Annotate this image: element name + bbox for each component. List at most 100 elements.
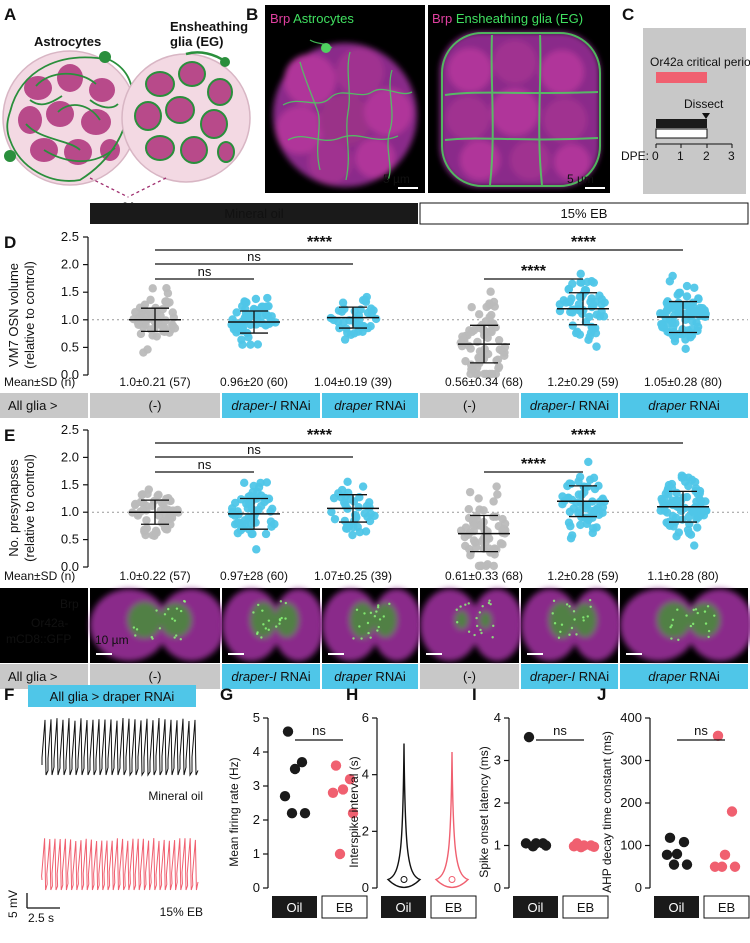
e-gfp-punctum — [557, 636, 561, 639]
panel-f: F All glia > draper RNAi Mineral oil 15%… — [4, 685, 203, 925]
d-data-point — [494, 335, 504, 345]
dpe-tick-1: 1 — [677, 149, 684, 163]
j-x-label-oil: Oil — [669, 900, 685, 915]
e-micrograph-tissue — [90, 589, 226, 661]
e-gfp-punctum — [559, 630, 562, 634]
d-data-point — [485, 369, 494, 379]
chart-g: 0 1 2 3 4 5 Oil EB ns — [253, 710, 368, 919]
e-gfp-punctum — [252, 611, 255, 614]
d-genotype-row: All glia > (-) draper-I RNAi draper RNAi (-)… — [0, 393, 748, 418]
d-data-point — [665, 277, 675, 286]
e-gfp-punctum — [586, 615, 589, 618]
e-data-point — [489, 561, 499, 571]
chart-i: 0 1 2 3 4 Oil EB ns — [494, 710, 609, 919]
e-gfp-punctum — [274, 625, 278, 628]
e-significance-label: **** — [307, 427, 333, 444]
d-ytick-label: 0.5 — [61, 339, 79, 354]
e-micrograph-4 — [420, 588, 523, 663]
dpe-tick-2: 2 — [703, 149, 710, 163]
d-stat-label: 1.04±0.19 (39) — [314, 375, 392, 389]
d-data-point — [467, 364, 476, 374]
e-stats-row: 1.0±0.22 (57) 0.97±28 (60) 1.07±0.25 (39) 0… — [119, 569, 718, 583]
d-data-point — [158, 305, 167, 314]
d-data-point — [474, 310, 484, 319]
panel-a: A Astrocytes Ensheathing glia (EG) — [2, 5, 251, 215]
e-gfp-punctum — [689, 624, 693, 628]
e-data-point — [493, 490, 502, 499]
e-genotype-cell — [222, 664, 320, 689]
e-micrograph-tissue — [322, 589, 422, 661]
e-data-point — [343, 477, 352, 487]
e-gfp-punctum — [480, 631, 483, 635]
e-micrograph-strip — [90, 588, 750, 663]
d-data-point — [682, 281, 692, 291]
e-gfp-punctum — [135, 628, 139, 631]
d-data-point — [576, 269, 585, 279]
e-gfp-left — [250, 602, 276, 638]
e-gfp-punctum — [552, 599, 556, 603]
eg-label-line2: glia (EG) — [170, 34, 223, 49]
e-data-point — [370, 511, 379, 520]
e-gfp-punctum — [360, 637, 363, 640]
g-data-point-oil — [286, 808, 298, 819]
j-ytick-label: 400 — [620, 710, 642, 725]
astrocyte-soma-2 — [4, 150, 16, 162]
e-data-point — [582, 513, 591, 522]
exposure-bar-eb — [655, 128, 708, 139]
d-data-point — [152, 332, 161, 341]
d-data-point — [338, 298, 348, 307]
d-stats-label: Mean±SD (n) — [4, 375, 75, 389]
d-genotype-cell — [90, 393, 220, 418]
g-ytick-label: 1 — [253, 846, 260, 861]
e-img-label-or42a: Or42a- — [31, 616, 68, 630]
d-data-point — [242, 298, 251, 307]
e-gfp-punctum — [488, 599, 491, 602]
d-data-point — [698, 304, 707, 313]
e-data-point — [256, 501, 266, 511]
h-ytick-label: 4 — [362, 767, 369, 782]
e-gfp-punctum — [280, 616, 283, 620]
d-data-point — [491, 369, 501, 379]
e-micrograph-tissue — [420, 589, 523, 661]
e-gfp-punctum — [375, 610, 378, 613]
panel-label-c: C — [622, 5, 634, 24]
g-data-point-oil — [289, 763, 301, 775]
timeline-background — [643, 28, 746, 194]
e-data-point — [266, 517, 276, 526]
e-data-point — [489, 546, 498, 555]
e-genotype-header: All glia > — [8, 669, 58, 684]
h-median-eb — [448, 876, 456, 883]
e-lobe-right — [471, 589, 523, 661]
e-gfp-punctum — [565, 603, 569, 606]
j-data-point-oil — [664, 832, 676, 844]
d-data-point — [257, 302, 266, 311]
e-genotype-cell — [521, 664, 618, 689]
e-gfp-punctum — [278, 619, 282, 622]
e-data-point — [363, 512, 372, 522]
i-x-label-oil: Oil — [528, 900, 544, 915]
e-image-legend — [0, 588, 88, 663]
i-data-point-oil — [527, 841, 539, 852]
e-gfp-punctum — [572, 610, 576, 613]
trace-eb — [41, 838, 199, 891]
e-gfp-punctum — [284, 617, 287, 620]
e-data-point — [165, 496, 175, 506]
e-gfp-punctum — [582, 616, 585, 619]
e-data-point — [565, 507, 575, 517]
e-data-point — [136, 497, 146, 507]
g-data-point-eb — [337, 784, 349, 795]
d-data-point — [350, 329, 359, 338]
eg-soma — [220, 57, 230, 67]
d-stat-label: 1.0±0.21 (57) — [119, 375, 190, 389]
micrograph-right-title: Brp Ensheathing glia (EG) — [432, 11, 583, 26]
e-data-point — [261, 529, 271, 539]
e-genotype-label: (-) — [149, 669, 162, 684]
e-data-point — [690, 541, 699, 550]
g-ytick-label: 3 — [253, 778, 260, 793]
e-data-point — [566, 534, 576, 543]
e-gfp-punctum — [473, 633, 476, 637]
e-gfp-punctum — [279, 600, 283, 603]
e-gfp-punctum — [704, 622, 708, 625]
d-data-point — [237, 335, 246, 344]
d-stat-label: 1.2±0.29 (59) — [547, 375, 618, 389]
